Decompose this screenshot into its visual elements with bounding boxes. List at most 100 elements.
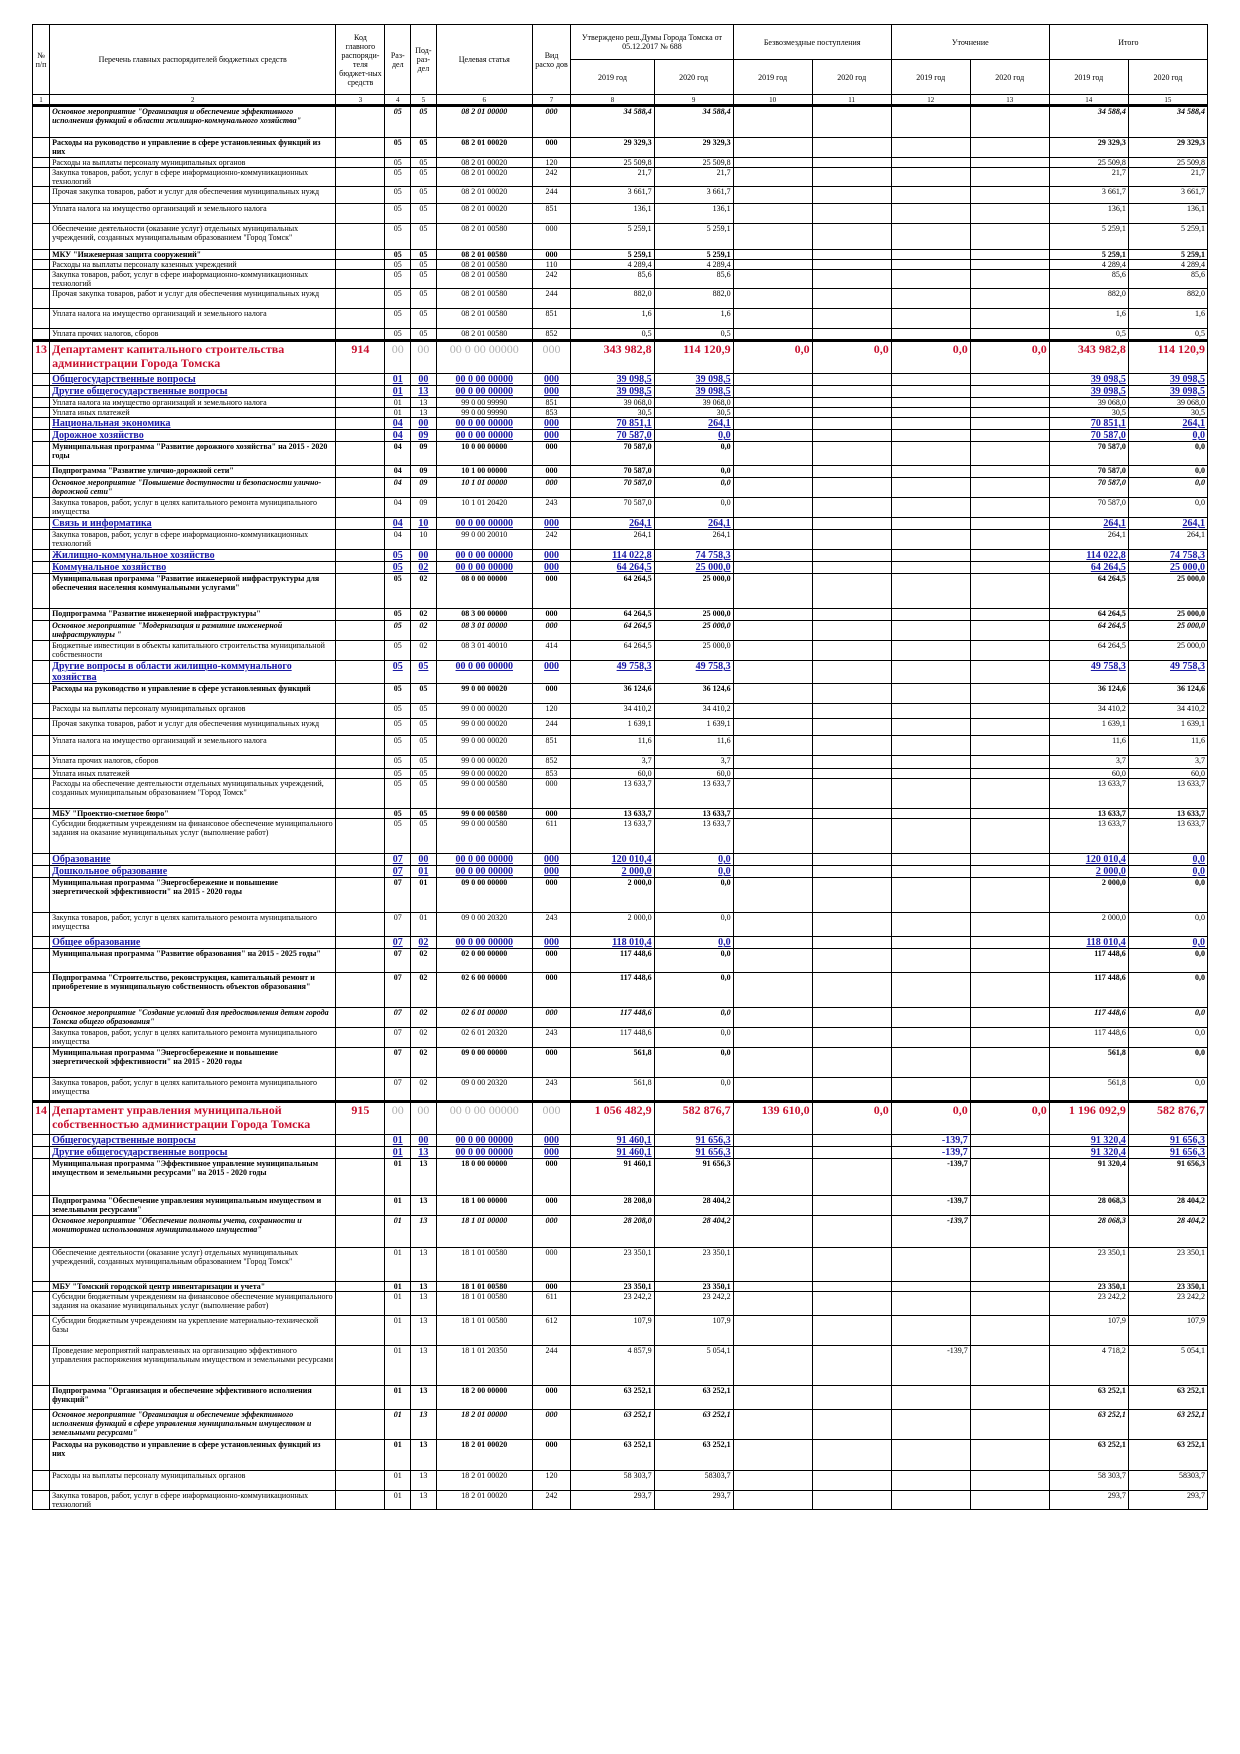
cell-col-8: 36 124,6 <box>570 683 655 704</box>
header-clarification: Уточнение <box>890 24 1050 60</box>
cell-col-8: 5 259,1 <box>570 249 655 260</box>
cell-col-4: 04 <box>384 529 412 550</box>
cell-col-11 <box>811 1007 892 1028</box>
cell-col-7: 000 <box>531 385 572 398</box>
cell-col-3 <box>335 137 386 158</box>
cell-col-11 <box>811 683 892 704</box>
cell-col-7: 853 <box>531 768 572 779</box>
cell-col-9: 34 410,2 <box>653 703 734 719</box>
section-row: Дорожное хозяйство 04 09 00 0 00 00000 000 70… <box>31 429 1209 442</box>
cell-col-10 <box>732 865 813 878</box>
cell-col-6: 00 0 00 00000 <box>435 339 533 374</box>
section-row: Жилищно-коммунальное хозяйство 05 00 00 0 0… <box>31 549 1209 562</box>
table-row: Муниципальная программа "Энергосбережени… <box>31 877 1209 913</box>
table-row: Субсидии бюджетным учреждениям на финанс… <box>31 1291 1209 1316</box>
cell-col-6: 99 0 00 00580 <box>435 808 533 819</box>
cell-col-13 <box>969 1027 1050 1048</box>
cell-col-2: Подпрограмма "Организация и обеспечение … <box>49 1385 337 1410</box>
cell-col-6: 18 0 00 00000 <box>435 1158 533 1196</box>
cell-col-14: 28 068,3 <box>1048 1215 1129 1248</box>
cell-col-9: 58303,7 <box>653 1470 734 1491</box>
cell-col-15: 0,5 <box>1127 328 1209 341</box>
cell-col-5: 00 <box>410 417 437 430</box>
cell-col-15: 0,0 <box>1127 441 1209 466</box>
cell-col-11 <box>811 1195 892 1216</box>
cell-col-4: 01 <box>384 1345 412 1386</box>
cell-col-6: 99 0 00 00020 <box>435 755 533 769</box>
cell-col-15: 264,1 <box>1127 529 1209 550</box>
cell-col-5: 13 <box>410 1439 437 1471</box>
cell-col-6: 02 0 00 00000 <box>435 948 533 973</box>
cell-col-7: 000 <box>531 660 572 684</box>
cell-col-15: 0,0 <box>1127 853 1209 866</box>
cell-col-10 <box>732 517 813 530</box>
cell-col-5: 05 <box>410 768 437 779</box>
cell-col-12 <box>890 1077 971 1102</box>
cell-col-5: 09 <box>410 441 437 466</box>
cell-col-14: 0,5 <box>1048 328 1129 341</box>
cell-col-15: 25 000,0 <box>1127 573 1209 609</box>
cell-col-4: 05 <box>384 808 412 819</box>
cell-col-13 <box>969 1490 1050 1510</box>
cell-col-5: 02 <box>410 972 437 1008</box>
cell-col-6: 18 2 01 00020 <box>435 1439 533 1471</box>
cell-col-4: 01 <box>384 397 412 408</box>
cell-col-7: 000 <box>531 441 572 466</box>
cell-col-8: 107,9 <box>570 1315 655 1346</box>
cell-col-4: 05 <box>384 288 412 309</box>
cell-col-3 <box>335 703 386 719</box>
cell-col-8: 264,1 <box>570 529 655 550</box>
cell-col-3 <box>335 157 386 168</box>
cell-col-12 <box>890 972 971 1008</box>
cell-col-12 <box>890 385 971 398</box>
cell-col-6: 08 3 00 00000 <box>435 608 533 621</box>
cell-col-3 <box>335 1470 386 1491</box>
cell-col-6: 99 0 00 00580 <box>435 778 533 809</box>
cell-col-7: 000 <box>531 683 572 704</box>
cell-col-12 <box>890 755 971 769</box>
cell-col-7: 853 <box>531 407 572 418</box>
cell-col-10 <box>732 1490 813 1510</box>
cell-col-15: 23 350,1 <box>1127 1247 1209 1282</box>
cell-col-11 <box>811 1134 892 1147</box>
cell-col-3 <box>335 948 386 973</box>
cell-col-10 <box>732 529 813 550</box>
cell-col-5: 09 <box>410 465 437 478</box>
cell-col-10 <box>732 718 813 736</box>
cell-col-12: 0,0 <box>890 1100 971 1135</box>
cell-col-14: 70 587,0 <box>1048 441 1129 466</box>
cell-col-12 <box>890 1490 971 1510</box>
cell-col-4: 05 <box>384 308 412 329</box>
cell-col-15: 91 656,3 <box>1127 1146 1209 1159</box>
cell-col-8: 120 010,4 <box>570 853 655 866</box>
cell-col-10 <box>732 288 813 309</box>
cell-col-8: 117 448,6 <box>570 972 655 1008</box>
cell-col-2: Общее образование <box>49 936 337 949</box>
cell-col-3 <box>335 778 386 809</box>
cell-col-11 <box>811 1439 892 1471</box>
department-row: 13 Департамент капитального строительства… <box>31 339 1209 374</box>
cell-col-7: 000 <box>531 877 572 913</box>
cell-col-8: 561,8 <box>570 1077 655 1102</box>
cell-col-6: 08 3 01 40010 <box>435 640 533 661</box>
cell-col-2: Связь и информатика <box>49 517 337 530</box>
cell-col-3 <box>335 1315 386 1346</box>
cell-col-6: 08 2 01 00580 <box>435 288 533 309</box>
cell-col-10 <box>732 877 813 913</box>
cell-col-1 <box>31 249 51 260</box>
cell-col-11 <box>811 865 892 878</box>
cell-col-9: 28 404,2 <box>653 1215 734 1248</box>
cell-col-8: 1,6 <box>570 308 655 329</box>
cell-col-14: 5 259,1 <box>1048 223 1129 250</box>
cell-col-4: 07 <box>384 1027 412 1048</box>
cell-col-10 <box>732 249 813 260</box>
cell-col-4: 05 <box>384 259 412 270</box>
cell-col-3 <box>335 1077 386 1102</box>
cell-col-11 <box>811 877 892 913</box>
cell-col-7: 242 <box>531 167 572 187</box>
cell-col-3 <box>335 308 386 329</box>
column-number: 14 <box>1048 94 1129 107</box>
cell-col-13 <box>969 703 1050 719</box>
cell-col-7: 000 <box>531 517 572 530</box>
cell-col-9: 0,0 <box>653 497 734 518</box>
